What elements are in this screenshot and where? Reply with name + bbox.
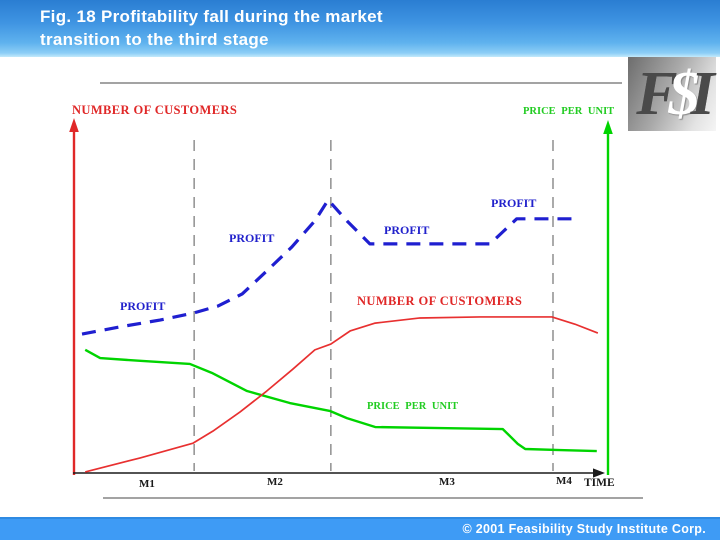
series-line-profit: [81, 198, 575, 336]
profit-label-3: PROFIT: [384, 223, 430, 237]
slide-title-line2: transition to the third stage: [40, 30, 269, 49]
right-axis-label: PRICE PER UNIT: [523, 106, 615, 117]
series-line-price-per-unit: [84, 348, 597, 453]
x-tick-m4: M4: [556, 475, 572, 487]
left-axis-label: NUMBER OF CUSTOMERS: [72, 103, 238, 117]
time-axis-label: TIME: [584, 477, 615, 489]
footer-copyright: © 2001 Feasibility Study Institute Corp.: [462, 522, 706, 536]
x-tick-m2: M2: [267, 476, 283, 488]
series-line-number-of-customers: [85, 316, 599, 473]
left-axis-arrowhead-icon: [69, 118, 79, 132]
x-tick-m3: M3: [439, 476, 455, 488]
slide-header: Fig. 18 Profitability fall during the ma…: [0, 0, 720, 57]
profit-label-4: PROFIT: [491, 196, 537, 210]
x-axis-arrowhead-icon: [593, 468, 605, 478]
x-tick-m1: M1: [139, 478, 155, 490]
fsi-logo: F $ I: [628, 57, 716, 131]
bottom-divider: [103, 497, 643, 499]
top-divider: [100, 82, 622, 84]
slide-title-line1: Fig. 18 Profitability fall during the ma…: [40, 7, 383, 26]
profit-label-1: PROFIT: [120, 299, 166, 313]
customers-series-label: NUMBER OF CUSTOMERS: [357, 294, 523, 308]
right-axis-arrowhead-icon: [603, 120, 613, 134]
price-series-label: PRICE PER UNIT: [367, 401, 459, 412]
profit-label-2: PROFIT: [229, 231, 275, 245]
slide-footer: © 2001 Feasibility Study Institute Corp.: [0, 517, 720, 540]
